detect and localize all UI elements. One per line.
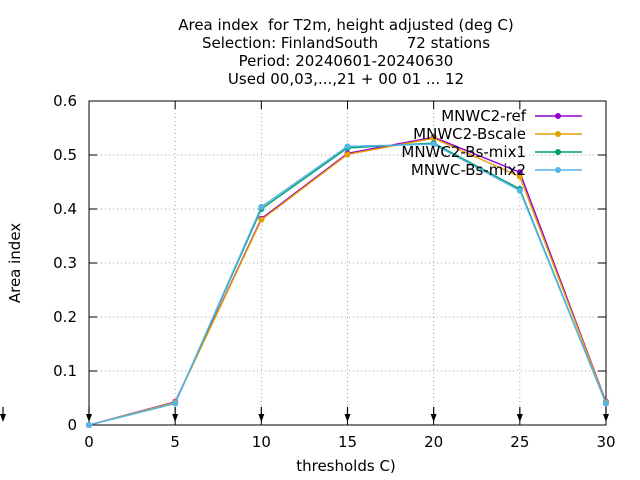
data-series: [86, 134, 609, 428]
y-tick-label: 0.1: [53, 362, 77, 380]
y-tick-label: 0: [67, 416, 77, 434]
axis-arrow-head: [258, 414, 265, 422]
x-tick-label: 30: [596, 433, 615, 451]
chart-title-line: Selection: FinlandSouth 72 stations: [202, 34, 490, 52]
data-point: [172, 400, 179, 407]
legend-swatch-point: [555, 131, 561, 137]
data-point: [516, 169, 523, 176]
axis-arrow-head: [603, 414, 609, 422]
legend-label: MNWC2-Bscale: [413, 125, 526, 143]
data-point: [86, 422, 92, 428]
data-point: [430, 135, 437, 142]
series-line: [88, 143, 607, 426]
axis-arrow-head: [344, 414, 351, 422]
y-tick-label: 0.6: [53, 92, 77, 110]
data-point: [258, 203, 265, 210]
legend-label: MNWC2-Bs-mix1: [401, 143, 526, 161]
data-point: [344, 143, 351, 150]
x-tick-label: 10: [252, 433, 271, 451]
legend-swatch-point: [555, 113, 561, 119]
chart-title-line: Area index for T2m, height adjusted (deg…: [178, 16, 514, 34]
legend-label: MNWC2-ref: [441, 107, 526, 125]
y-tick-label: 0.2: [53, 308, 77, 326]
data-point: [516, 187, 523, 194]
chart-title-line: Period: 20240601-20240630: [239, 52, 454, 70]
axis-ticks: 0 0.1 0.2 0.3 0.4 0.5 0.6 0 5 10 15 20 25 30: [53, 92, 615, 451]
x-tick-label: 15: [338, 433, 357, 451]
legend-swatch-point: [555, 149, 561, 155]
x-tick-label: 5: [170, 433, 180, 451]
legend-label: MNWC-Bs-mix2: [411, 161, 526, 179]
axis-arrow-head: [0, 414, 6, 422]
axis-arrows: [0, 407, 609, 422]
x-axis-label: thresholds C): [296, 457, 396, 475]
legend-swatch-point: [555, 167, 561, 173]
axis-arrow-head: [516, 414, 523, 422]
axis-arrow-head: [86, 414, 92, 422]
y-axis-label: Area index: [6, 223, 24, 303]
y-tick-label: 0.4: [53, 200, 77, 218]
chart-title-line: Used 00,03,...,21 + 00 01 ... 12: [228, 70, 464, 88]
x-tick-label: 20: [424, 433, 443, 451]
axis-arrow-head: [430, 414, 437, 422]
x-tick-label: 25: [510, 433, 529, 451]
chart-title: Area index for T2m, height adjusted (deg…: [178, 16, 514, 88]
data-point: [603, 400, 609, 407]
data-point: [258, 216, 265, 223]
data-point: [516, 173, 523, 180]
x-tick-label: 0: [84, 433, 94, 451]
data-point: [344, 151, 351, 158]
data-point: [430, 141, 437, 148]
y-tick-label: 0.3: [53, 254, 77, 272]
y-tick-label: 0.5: [53, 146, 77, 164]
legend: MNWC2-refMNWC2-BscaleMNWC2-Bs-mix1MNWC-B…: [401, 107, 582, 179]
axis-arrow-head: [172, 414, 179, 422]
